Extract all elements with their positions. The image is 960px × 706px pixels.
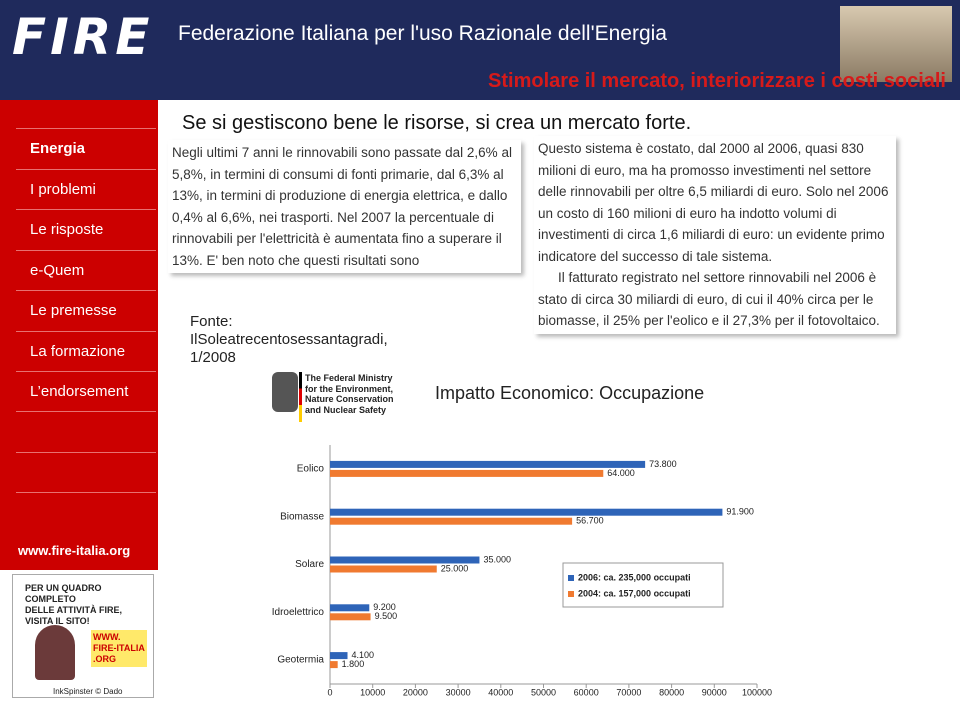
bar xyxy=(330,613,371,621)
x-tick-label: 50000 xyxy=(531,687,556,697)
x-tick-label: 60000 xyxy=(574,687,599,697)
org-name: Federazione Italiana per l'uso Razionale… xyxy=(178,22,667,45)
bar xyxy=(330,469,604,477)
value-label: 91.900 xyxy=(726,507,754,517)
excerpt: Questo sistema è costato, dal 2000 al 20… xyxy=(534,136,896,334)
flag-bar xyxy=(299,372,302,422)
x-tick-label: 80000 xyxy=(659,687,684,697)
x-tick-label: 20000 xyxy=(403,687,428,697)
value-label: 56.700 xyxy=(576,516,604,526)
bar xyxy=(330,604,370,612)
nav-item[interactable]: La formazione xyxy=(16,330,156,370)
y-tick-label: Biomasse xyxy=(280,511,324,522)
nav-item[interactable]: I problemi xyxy=(16,168,156,208)
nav-box xyxy=(16,451,156,491)
value-label: 9.500 xyxy=(375,611,398,621)
chart-title: Impatto Economico: Occupazione xyxy=(435,383,704,403)
ministry-line: for the Environment, xyxy=(305,383,394,394)
header-band xyxy=(0,0,960,100)
source-line: IlSoleatrecentosessantagradi, xyxy=(190,331,388,348)
x-tick-label: 90000 xyxy=(702,687,727,697)
y-tick-label: Geotermia xyxy=(277,655,324,666)
legend-swatch xyxy=(568,575,574,581)
value-label: 9.200 xyxy=(373,602,396,612)
bar xyxy=(330,652,348,660)
bar xyxy=(330,460,646,468)
value-label: 4.100 xyxy=(352,650,375,660)
x-tick-label: 30000 xyxy=(446,687,471,697)
nav-item[interactable]: Le premesse xyxy=(16,290,156,329)
x-tick-label: 0 xyxy=(327,687,332,697)
y-tick-label: Solare xyxy=(295,559,324,570)
bar xyxy=(330,508,723,516)
subtitle: Stimolare il mercato, interiorizzare i c… xyxy=(488,70,946,92)
bar xyxy=(330,565,437,573)
value-label: 64.000 xyxy=(607,468,635,478)
source-line: Fonte: xyxy=(190,313,233,330)
ministry-emblem xyxy=(272,372,298,412)
cartoon-text: VISITA IL SITO! xyxy=(25,616,90,626)
header-photo xyxy=(840,6,952,82)
legend-box xyxy=(562,562,724,608)
value-label: 35.000 xyxy=(483,554,511,564)
legend-label: 2006: ca. 235,000 occupati xyxy=(578,572,691,582)
x-tick-label: 40000 xyxy=(488,687,513,697)
ministry-line: and Nuclear Safety xyxy=(305,404,387,415)
bar xyxy=(330,661,338,669)
bar xyxy=(330,556,480,564)
value-label: 1.800 xyxy=(342,659,365,669)
nav-item[interactable]: e-Quem xyxy=(16,249,156,289)
legend-label: 2004: ca. 157,000 occupati xyxy=(578,588,691,598)
x-tick-label: 10000 xyxy=(360,687,385,697)
bar xyxy=(330,517,573,525)
cartoon-site: WWW. xyxy=(93,632,121,642)
cartoon-figure xyxy=(35,625,75,680)
excerpt-paragraph: Il fatturato registrato nel settore rinn… xyxy=(538,270,880,328)
value-label: 25.000 xyxy=(441,563,469,573)
cartoon-site: FIRE-ITALIA xyxy=(93,643,145,653)
excerpt: Negli ultimi 7 anni le rinnovabili sono … xyxy=(168,140,521,273)
ministry-line: The Federal Ministry xyxy=(305,373,393,383)
cartoon-site: .ORG xyxy=(93,654,117,664)
cartoon-text: DELLE ATTIVITÀ FIRE, xyxy=(25,605,122,615)
nav-box xyxy=(16,492,156,531)
y-tick-label: Eolico xyxy=(297,464,325,475)
value-label: 73.800 xyxy=(649,459,677,469)
x-tick-label: 70000 xyxy=(616,687,641,697)
y-tick-label: Idroelettrico xyxy=(272,607,325,618)
source-line: 1/2008 xyxy=(190,349,236,366)
source: Fonte: IlSoleatrecentosessantagradi, 1/200… xyxy=(190,313,388,367)
nav-item[interactable]: Le risposte xyxy=(16,209,156,248)
cartoon-credit: InkSpinster © Dado xyxy=(53,687,123,696)
logo: FIRE xyxy=(12,8,154,66)
site-url[interactable]: www.fire-italia.org xyxy=(18,543,131,558)
x-tick-label: 100000 xyxy=(742,687,772,697)
legend-swatch xyxy=(568,591,574,597)
nav-box xyxy=(16,411,156,450)
cartoon-text: PER UN QUADRO COMPLETO xyxy=(25,583,102,604)
cartoon: PER UN QUADRO COMPLETO DELLE ATTIVITÀ FIR… xyxy=(12,574,154,698)
ministry-logo: The Federal Ministry for the Environment,… xyxy=(305,373,394,415)
heading: Se si gestiscono bene le risorse, si cre… xyxy=(182,112,692,134)
sidebar: Energia I problemi Le risposte e-Quem Le pre… xyxy=(0,100,158,570)
excerpt-paragraph: Questo sistema è costato, dal 2000 al 20… xyxy=(538,141,889,264)
ministry-line: Nature Conservation xyxy=(305,394,394,404)
nav-item[interactable]: L’endorsement xyxy=(16,371,156,410)
nav-item[interactable]: Energia xyxy=(16,128,156,167)
